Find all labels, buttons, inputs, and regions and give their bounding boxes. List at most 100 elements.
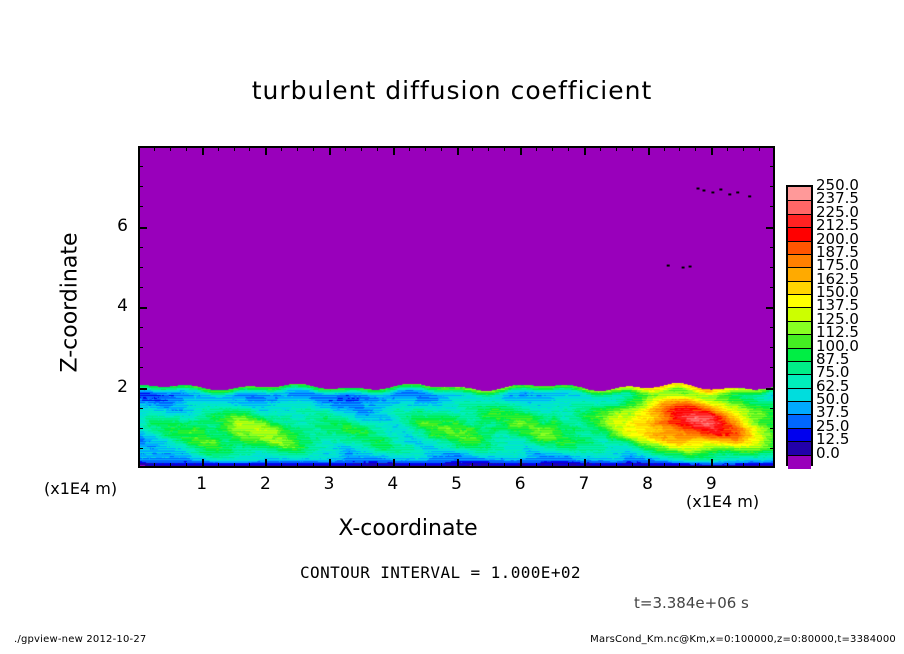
y-axis-tick-right (770, 267, 775, 268)
x-axis-tick-top (616, 146, 617, 151)
colorbar-label: 0.0 (816, 443, 840, 462)
x-axis-tick-top (457, 146, 459, 155)
x-axis-unit: (x1E4 m) (686, 492, 760, 511)
colorbar-band (788, 253, 811, 268)
x-axis-tick-label: 2 (259, 474, 271, 494)
y-axis-tick-right (770, 206, 775, 207)
y-axis-tick-right (770, 287, 775, 288)
colorbar-band (788, 454, 811, 469)
colorbar-band (788, 240, 811, 255)
y-axis-tick-label: 2 (117, 376, 128, 397)
colorbar-separator (788, 253, 811, 255)
colorbar-label: 50.0 (816, 390, 850, 409)
y-axis-tick (138, 388, 147, 390)
page-title: turbulent diffusion coefficient (251, 76, 653, 105)
colorbar-band (788, 307, 811, 322)
x-axis-tick (313, 463, 314, 468)
colorbar-label: 175.0 (816, 256, 859, 275)
colorbar-separator (788, 374, 811, 376)
colorbar-label: 212.5 (816, 216, 859, 235)
x-axis-tick-top (727, 146, 728, 151)
y-axis-tick (138, 327, 143, 328)
x-axis-tick-label: 8 (642, 474, 653, 494)
x-axis-tick (218, 463, 219, 468)
y-axis-tick (138, 287, 143, 288)
x-axis-tick (679, 463, 680, 468)
colorbar-label: 137.5 (816, 296, 859, 315)
y-axis-tick (138, 428, 143, 429)
contour-plot-area[interactable] (138, 146, 775, 468)
colorbar-label: 112.5 (816, 323, 859, 342)
colorbar-label: 150.0 (816, 283, 859, 302)
colorbar-separator (788, 294, 811, 296)
y-axis-tick-label: 4 (117, 296, 128, 316)
x-axis-tick (329, 459, 331, 468)
x-axis-tick (393, 459, 395, 468)
x-axis-tick (616, 463, 617, 468)
x-axis-tick (361, 463, 362, 468)
y-axis-tick (138, 267, 143, 268)
turbulence-field-canvas (140, 148, 773, 466)
x-axis-tick (202, 459, 204, 468)
x-axis-tick (265, 459, 267, 468)
y-axis-tick (138, 367, 143, 368)
colorbar-label: 75.0 (816, 363, 850, 382)
x-axis-tick (711, 459, 713, 468)
colorbar-separator (788, 307, 811, 309)
x-axis-tick (664, 463, 665, 468)
x-axis-tick-top (441, 146, 442, 151)
colorbar-label: 62.5 (816, 376, 850, 395)
colorbar-band (788, 347, 811, 362)
y-axis-tick-right (766, 388, 775, 390)
colorbar-label: 12.5 (816, 430, 850, 449)
x-axis-tick (425, 463, 426, 468)
colorbar-band (788, 441, 811, 456)
x-axis-tick-top (695, 146, 696, 151)
y-axis-tick-right (770, 347, 775, 348)
y-axis-tick (138, 347, 143, 348)
colorbar-separator (788, 334, 811, 336)
x-axis-tick-top (425, 146, 426, 151)
x-axis-tick (695, 463, 696, 468)
y-axis-tick (138, 247, 143, 248)
colorbar-band (788, 387, 811, 402)
x-axis-tick-top (664, 146, 665, 151)
y-axis-tick (138, 166, 143, 167)
x-axis-tick-label: 3 (323, 474, 335, 494)
x-axis-tick-top (329, 146, 331, 155)
colorbar-separator (788, 427, 811, 429)
x-axis-tick (345, 463, 346, 468)
colorbar-label: 100.0 (816, 336, 859, 355)
x-axis-tick-top (361, 146, 362, 151)
x-axis-tick (488, 463, 489, 468)
x-axis-tick-top (743, 146, 744, 151)
x-axis-tick-label: 4 (387, 474, 399, 494)
x-axis-tick (170, 463, 171, 468)
x-axis-tick (759, 463, 760, 468)
y-axis-tick-label: 6 (117, 215, 128, 236)
y-axis-tick-right (770, 247, 775, 248)
y-axis-tick (138, 408, 143, 409)
x-axis-tick-top (297, 146, 298, 151)
colorbar-separator (788, 360, 811, 362)
x-axis-tick (186, 463, 187, 468)
x-axis-tick (568, 463, 569, 468)
time-stamp-label: t=3.384e+06 s (634, 594, 749, 612)
x-axis-tick-top (170, 146, 171, 151)
colorbar-separator (788, 227, 811, 229)
y-axis-tick-right (770, 186, 775, 187)
colorbar-label: 125.0 (816, 309, 859, 328)
colorbar-band (788, 320, 811, 335)
x-axis-tick (727, 463, 728, 468)
colorbar[interactable]: 250.0 237.5 225.0 212.5 200.0 187.5 175.0 162.5… (786, 176, 859, 469)
colorbar-band (788, 334, 811, 349)
colorbar-band (788, 200, 811, 215)
x-axis-tick-top (265, 146, 267, 155)
y-axis-tick (138, 448, 143, 449)
x-axis-tick-top (520, 146, 522, 155)
colorbar-separator (788, 387, 811, 389)
colorbar-label: 162.5 (816, 269, 859, 288)
x-axis-tick-label: 9 (705, 474, 717, 494)
colorbar-band (788, 374, 811, 389)
x-axis-tick-top (488, 146, 489, 151)
